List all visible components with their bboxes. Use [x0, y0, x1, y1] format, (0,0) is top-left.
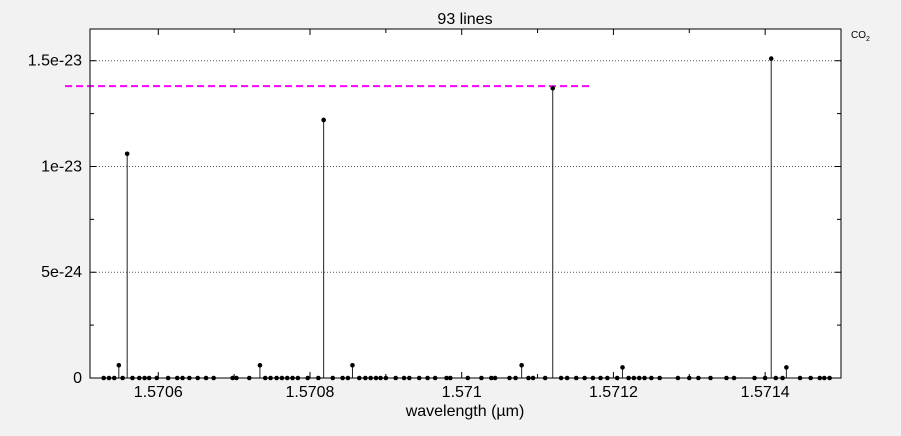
line-point — [350, 363, 355, 368]
x-axis-label: wavelength (µm) — [405, 403, 525, 420]
line-point — [519, 363, 524, 368]
y-tick-label: 0 — [73, 370, 82, 387]
line-point — [784, 365, 789, 370]
grid-lines — [90, 60, 841, 273]
legend-text: CO — [851, 30, 866, 41]
tick-layer: 0 5e-24 1e-23 1.5e-23 1.5706 1.5708 1.571 1.571… — [28, 29, 841, 401]
line-point — [257, 363, 263, 368]
x-tick-label: 1.5712 — [589, 384, 638, 401]
y-tick-label: 5e-24 — [41, 264, 82, 281]
stem-layer — [118, 58, 787, 378]
plot-frame — [89, 28, 842, 379]
legend-label: CO2 — [851, 30, 870, 43]
line-point — [116, 363, 122, 368]
legend-subscript: 2 — [866, 36, 870, 43]
x-tick-label: 1.571 — [442, 384, 482, 401]
y-tick-label: 1e-23 — [41, 158, 82, 175]
line-point — [124, 151, 130, 157]
line-point — [550, 85, 556, 91]
chart-title: 93 lines — [437, 11, 492, 28]
y-tick-label: 1.5e-23 — [28, 53, 82, 70]
plot-area — [90, 29, 841, 378]
line-point — [321, 117, 326, 123]
line-point — [768, 56, 774, 61]
x-tick-label: 1.5714 — [741, 384, 790, 401]
x-tick-label: 1.5708 — [286, 384, 335, 401]
line-point — [620, 365, 625, 370]
x-tick-label: 1.5706 — [134, 384, 183, 401]
